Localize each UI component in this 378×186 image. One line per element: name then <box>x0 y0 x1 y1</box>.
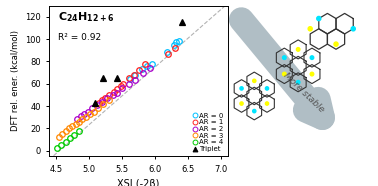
Text: R² = 0.92: R² = 0.92 <box>58 33 101 42</box>
Circle shape <box>351 27 355 31</box>
Circle shape <box>265 87 269 90</box>
Circle shape <box>296 48 300 51</box>
Circle shape <box>283 56 286 60</box>
Circle shape <box>310 72 314 76</box>
Circle shape <box>240 102 243 105</box>
Circle shape <box>265 102 269 105</box>
Circle shape <box>308 27 312 31</box>
Circle shape <box>296 81 300 84</box>
Circle shape <box>317 16 321 21</box>
Circle shape <box>334 42 338 46</box>
Text: $\mathbf{C_{24}H_{12+6}}$: $\mathbf{C_{24}H_{12+6}}$ <box>58 10 114 24</box>
Y-axis label: DFT rel. ener. (kcal/mol): DFT rel. ener. (kcal/mol) <box>11 30 20 132</box>
Circle shape <box>283 72 286 76</box>
Legend: AR = 0, AR = 1, AR = 2, AR = 3, AR = 4, Triplet: AR = 0, AR = 1, AR = 2, AR = 3, AR = 4, … <box>192 112 225 153</box>
Circle shape <box>253 109 256 113</box>
X-axis label: XSI (-2β): XSI (-2β) <box>117 179 160 186</box>
Text: More stable: More stable <box>282 71 326 115</box>
Circle shape <box>240 87 243 90</box>
Circle shape <box>253 79 256 83</box>
Circle shape <box>310 56 314 60</box>
